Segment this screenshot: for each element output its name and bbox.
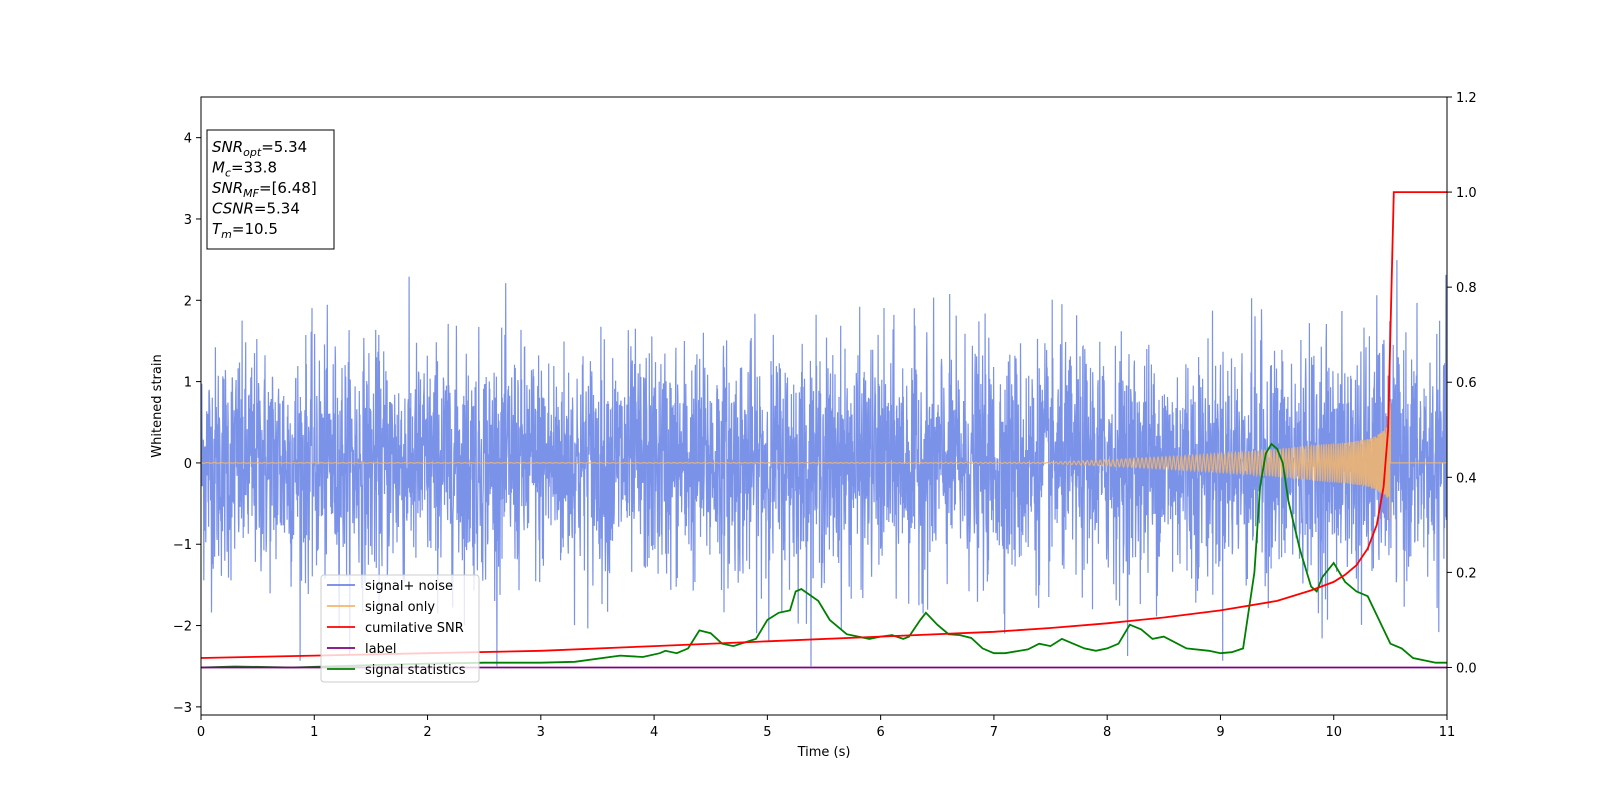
- x-axis: 0 1 2 3 4 5 6 7 8 9 10 11: [197, 715, 1455, 740]
- y-right-tick-label: 0.4: [1456, 471, 1477, 486]
- x-axis-label: Time (s): [797, 745, 851, 760]
- legend-label: cumilative SNR: [365, 621, 464, 636]
- x-tick-label: 4: [650, 725, 658, 740]
- y-axis-left: −3 −2 −1 0 1 2 3 4: [173, 132, 201, 716]
- y-left-tick-label: −3: [173, 701, 192, 716]
- y-axis-right: 0.0 0.2 0.4 0.6 0.8 1.0 1.2: [1447, 91, 1477, 676]
- y-left-tick-label: −1: [173, 538, 192, 553]
- y-left-tick-label: 0: [184, 457, 192, 472]
- legend-frame: [320, 574, 480, 683]
- annotation-line: SNRopt=5.34: [212, 138, 307, 159]
- legend-label: signal statistics: [365, 663, 466, 678]
- legend-label: signal only: [365, 600, 435, 615]
- y-right-tick-label: 0.8: [1456, 281, 1477, 296]
- plot-frame: [200, 96, 1448, 716]
- annotation-line: CSNR=5.34: [212, 200, 300, 218]
- annotation-line: Tm=10.5: [212, 220, 278, 241]
- x-tick-label: 8: [1103, 725, 1111, 740]
- y-right-tick-label: 1.0: [1456, 186, 1477, 201]
- y-left-tick-label: 1: [184, 376, 192, 391]
- x-tick-label: 5: [763, 725, 771, 740]
- x-tick-label: 6: [876, 725, 884, 740]
- series-signal-only: [201, 401, 1447, 520]
- y-left-tick-label: 4: [184, 132, 192, 147]
- x-tick-label: 10: [1325, 725, 1342, 740]
- x-tick-label: 1: [310, 725, 318, 740]
- y-left-tick-label: −2: [173, 620, 192, 635]
- annotation-frame: [206, 129, 335, 250]
- y-axis-label: Whitened strain: [150, 354, 165, 457]
- x-tick-label: 0: [197, 725, 205, 740]
- y-left-tick-label: 2: [184, 294, 192, 309]
- series-cumulative-snr: [201, 191, 1447, 659]
- x-tick-label: 3: [537, 725, 545, 740]
- x-tick-label: 11: [1439, 725, 1456, 740]
- x-tick-label: 7: [990, 725, 998, 740]
- y-left-tick-label: 3: [184, 213, 192, 228]
- annotation-line: Mc=33.8: [212, 159, 277, 180]
- annotation-line: SNRMF=[6.48]: [212, 179, 317, 200]
- legend-label: label: [365, 642, 396, 657]
- series-signal-noise: [201, 260, 1447, 667]
- y-right-tick-label: 1.2: [1456, 91, 1477, 106]
- y-right-tick-label: 0.6: [1456, 376, 1477, 391]
- legend-label: signal+ noise: [365, 579, 453, 594]
- x-tick-label: 9: [1216, 725, 1224, 740]
- x-tick-label: 2: [423, 725, 431, 740]
- legend: signal+ noise signal only cumilative SNR la…: [320, 574, 480, 683]
- y-right-tick-label: 0.2: [1456, 566, 1477, 581]
- y-right-tick-label: 0.0: [1456, 661, 1477, 676]
